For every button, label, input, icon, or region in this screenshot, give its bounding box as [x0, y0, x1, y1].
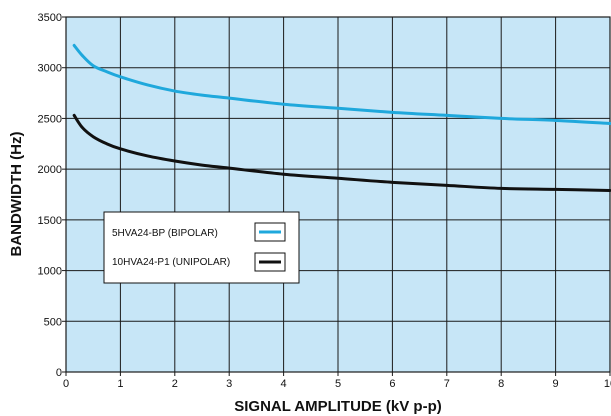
x-tick-label: 3 — [226, 378, 232, 390]
series-line-bipolar — [72, 43, 611, 125]
y-tick-label: 1000 — [38, 266, 62, 278]
x-tick-label: 5 — [335, 378, 341, 390]
x-tick-label: 10 — [604, 378, 611, 390]
series-layer — [72, 43, 611, 192]
series-line-unipolar — [72, 113, 611, 192]
y-tick-labels: 0 500 1000 1500 2000 2500 3000 3500 — [38, 12, 62, 379]
y-axis-title: BANDWIDTH (Hz) — [8, 132, 25, 257]
x-tick-labels: 0 1 2 3 4 5 6 7 8 9 10 — [63, 378, 611, 390]
x-tick-label: 9 — [553, 378, 559, 390]
x-tick-label: 8 — [498, 378, 504, 390]
y-tick-label: 0 — [56, 367, 62, 379]
y-tick-label: 2000 — [38, 164, 62, 176]
legend-label-bipolar: 5HVA24-BP (BIPOLAR) — [112, 228, 218, 239]
y-tick-label: 2500 — [38, 113, 62, 125]
plot-frame — [65, 16, 611, 373]
x-axis-title: SIGNAL AMPLITUDE (kV p-p) — [234, 398, 442, 415]
legend-label-unipolar: 10HVA24-P1 (UNIPOLAR) — [112, 257, 230, 268]
legend: 5HVA24-BP (BIPOLAR) 10HVA24-P1 (UNIPOLAR… — [103, 211, 300, 284]
x-tick-label: 1 — [117, 378, 123, 390]
y-tick-label: 1500 — [38, 215, 62, 227]
y-tick-label: 3500 — [38, 12, 62, 24]
plot-border — [65, 16, 611, 373]
y-tick-label: 500 — [44, 316, 62, 328]
x-tick-label: 4 — [281, 378, 287, 390]
x-tick-label: 6 — [389, 378, 395, 390]
y-tick-label: 3000 — [38, 63, 62, 75]
x-tick-label: 7 — [444, 378, 450, 390]
x-tick-label: 0 — [63, 378, 69, 390]
x-tick-label: 2 — [172, 378, 178, 390]
